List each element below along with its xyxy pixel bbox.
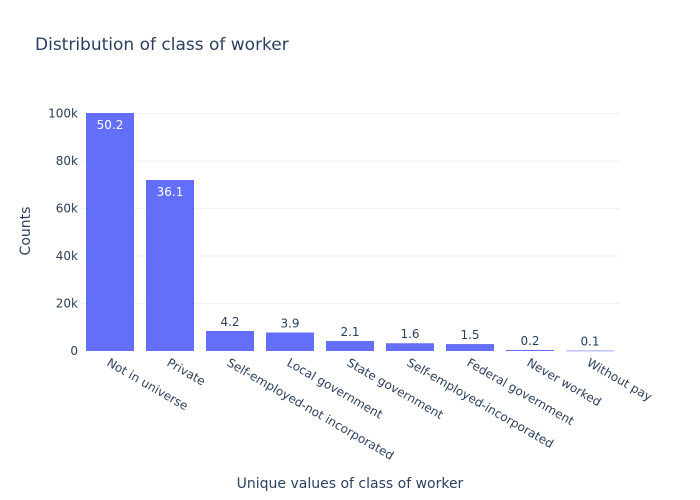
bar (206, 330, 254, 351)
y-tick-label: 60k (56, 202, 78, 216)
bar-data-label: 1.6 (400, 327, 419, 341)
y-axis-ticks: 0 20k 40k 60k 80k 100k (48, 107, 78, 358)
bar-data-label: 36.1 (157, 185, 184, 199)
bars-layer (86, 113, 614, 352)
bar (386, 343, 434, 351)
bar-data-label: 0.2 (520, 334, 539, 348)
bar-data-label: 1.5 (460, 328, 479, 342)
bar-data-label: 0.1 (580, 335, 599, 349)
data-labels-layer: 50.2 36.1 4.2 3.9 2.1 1.6 1.5 0.2 0.1 (97, 118, 600, 349)
y-tick-label: 20k (56, 297, 78, 311)
y-tick-label: 100k (48, 107, 78, 121)
y-tick-label: 0 (70, 344, 78, 358)
bar (566, 350, 614, 352)
x-tick-label: Private (165, 355, 208, 388)
bar (86, 113, 134, 351)
bar (266, 332, 314, 351)
x-axis-title: Unique values of class of worker (237, 476, 464, 492)
y-axis-title: Counts (18, 207, 34, 256)
bar-data-label: 3.9 (280, 317, 299, 331)
bar (146, 179, 194, 351)
bar (446, 344, 494, 351)
bar-data-label: 4.2 (220, 315, 239, 329)
chart-title: Distribution of class of worker (35, 35, 289, 55)
y-tick-label: 40k (56, 249, 78, 263)
bar-data-label: 50.2 (97, 118, 124, 132)
bar-data-label: 2.1 (340, 325, 359, 339)
bar (506, 349, 554, 351)
y-tick-label: 80k (56, 154, 78, 168)
bar (326, 340, 374, 351)
